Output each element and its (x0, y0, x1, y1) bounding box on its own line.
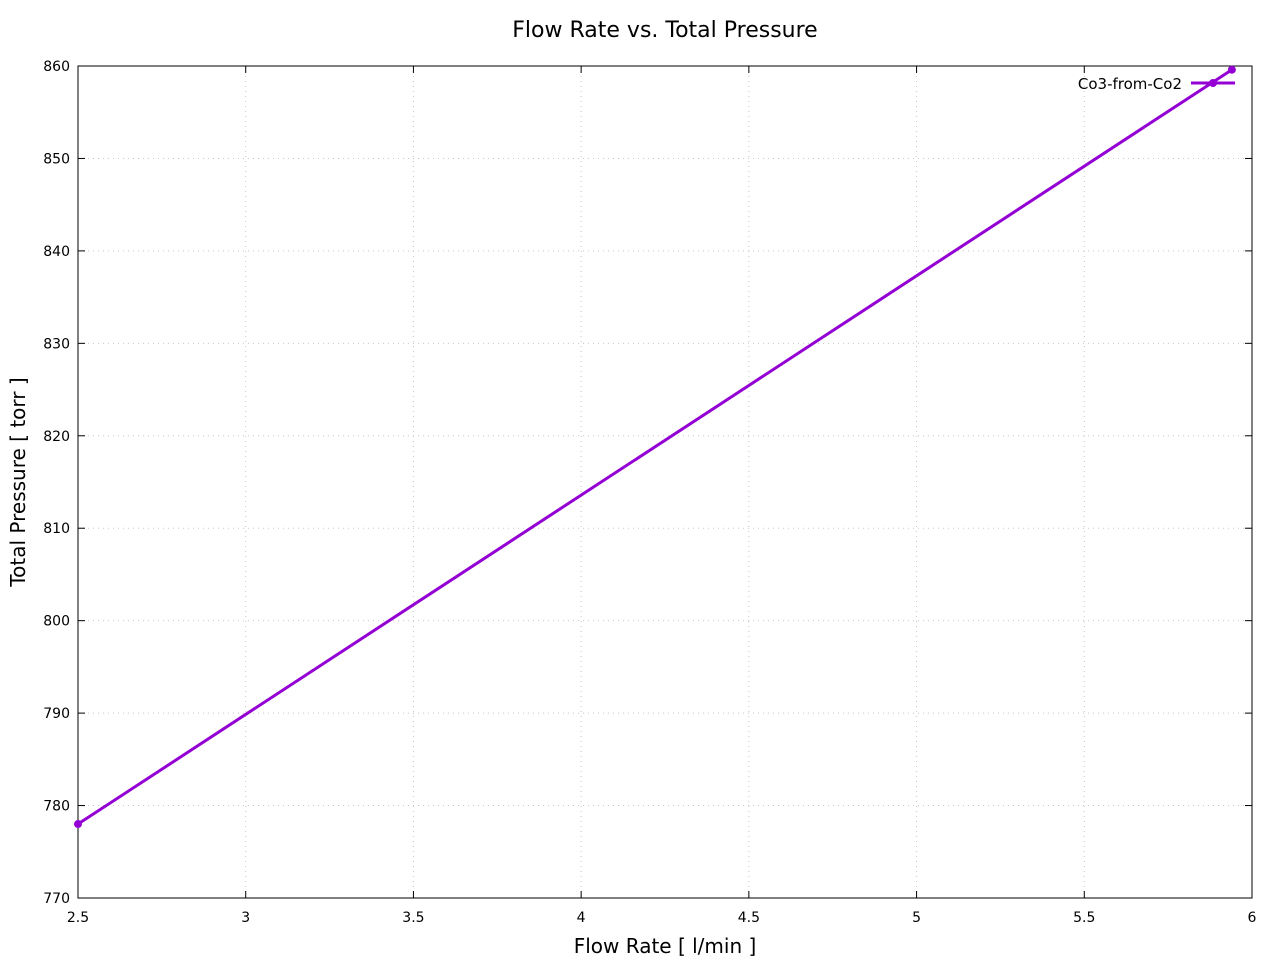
chart-title: Flow Rate vs. Total Pressure (512, 18, 817, 43)
x-tick-label: 5 (912, 910, 921, 926)
plot-frame (77, 65, 1253, 899)
y-tick-label: 860 (43, 59, 70, 75)
grid (78, 66, 1252, 898)
y-tick-label: 770 (43, 891, 70, 907)
x-tick-label: 4.5 (738, 910, 760, 926)
y-tick-label: 830 (43, 336, 70, 352)
y-tick-label: 850 (43, 151, 70, 167)
data-point (74, 820, 82, 829)
ticks: 2.5 3 3.5 4 4.5 5 5.5 6 770 780 790 800 810 820 830 840… (43, 59, 1256, 926)
y-tick-label: 790 (43, 706, 70, 722)
y-tick-label: 780 (43, 799, 70, 815)
x-tick-label: 3.5 (402, 910, 424, 926)
x-tick-label: 3 (241, 910, 250, 926)
y-tick-label: 840 (43, 244, 70, 260)
legend-label: Co3-from-Co2 (1078, 75, 1182, 93)
y-tick-label: 800 (43, 614, 70, 630)
data-point (1227, 65, 1236, 74)
y-axis-label: Total Pressure [ torr ] (6, 377, 30, 587)
x-tick-label: 4 (577, 910, 586, 926)
y-tick-label: 810 (43, 521, 70, 537)
y-tick-label: 820 (43, 429, 70, 445)
legend-marker (1209, 79, 1217, 87)
x-tick-label: 2.5 (67, 910, 89, 926)
legend: Co3-from-Co2 (1078, 75, 1235, 93)
series-layer (74, 65, 1236, 829)
x-tick-label: 5.5 (1073, 910, 1095, 926)
x-tick-label: 6 (1248, 910, 1257, 926)
x-axis-label: Flow Rate [ l/min ] (574, 934, 757, 958)
series-line (77, 68, 1233, 826)
